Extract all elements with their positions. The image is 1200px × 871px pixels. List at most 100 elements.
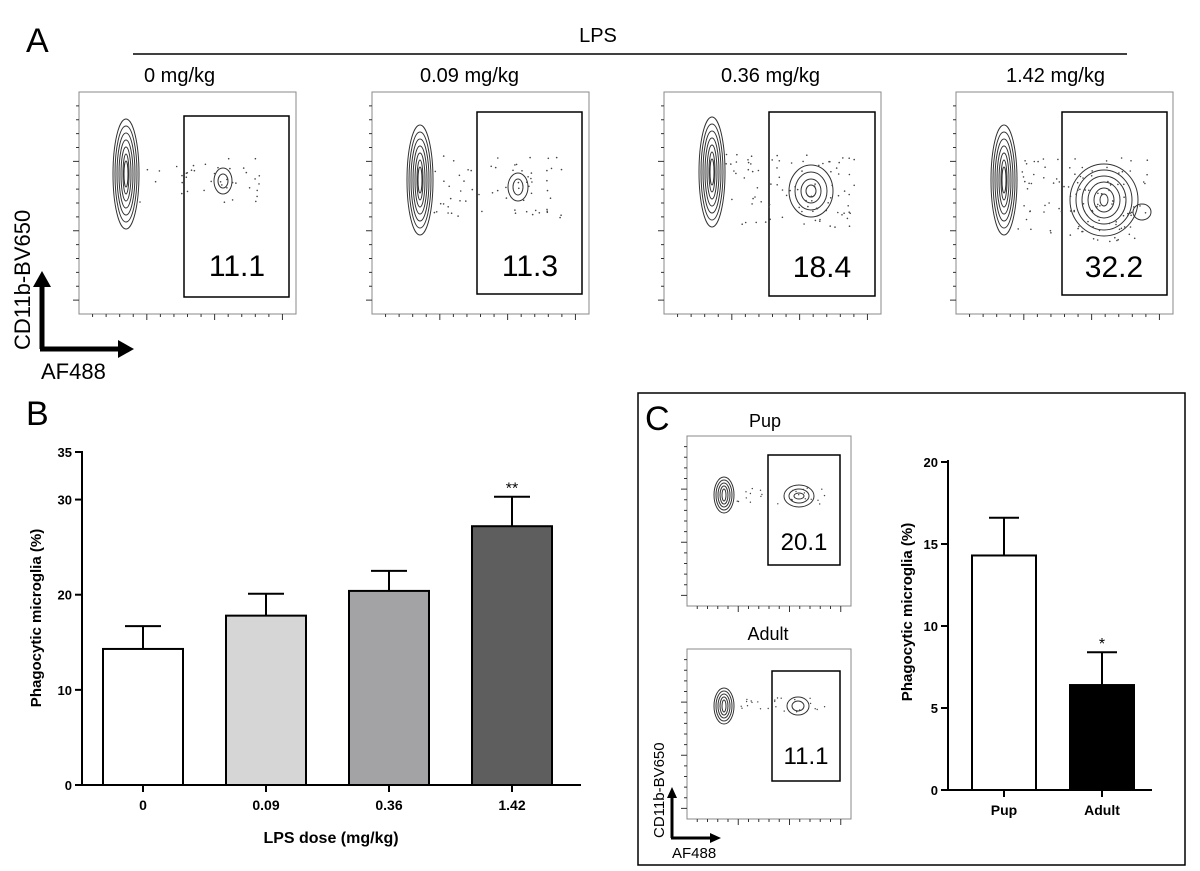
event-dot [139,201,141,203]
event-dot [781,216,784,219]
event-dot [1029,210,1031,213]
event-dot [1109,184,1112,186]
event-dot [790,162,793,164]
y-tick-label: 5 [931,701,938,716]
event-dot [219,181,222,183]
event-dot [531,181,533,183]
event-dot [1120,157,1123,159]
event-dot [256,189,259,192]
event-dot [181,174,183,177]
event-dot [1025,218,1028,221]
event-dot [235,182,237,184]
event-dot [1022,176,1025,178]
event-dot [505,186,507,189]
event-dot [843,212,845,214]
event-dot [830,170,832,173]
event-dot [559,216,561,219]
flow-plot-0mgkg: 0 mg/kg 11.1 [78,65,297,315]
event-dot [1023,205,1025,207]
event-dot [514,164,516,166]
event-dot [733,170,735,172]
event-dot [744,221,747,224]
event-dot [1146,173,1148,176]
event-dot [812,210,814,213]
event-dot [843,190,846,192]
event-dot [749,492,752,495]
event-dot [760,495,762,498]
event-dot [497,157,499,159]
y-axis-label: Phagocytic microglia (%) [899,523,916,701]
event-dot [1024,160,1026,162]
event-dot [829,225,831,227]
event-dot [1030,228,1032,231]
pup-plot-title: Pup [749,411,781,431]
event-dot [1082,177,1084,179]
y-tick-label: 10 [924,619,938,634]
panel-c-frame [637,392,1186,866]
event-dot [813,185,816,187]
event-dot [439,202,442,205]
event-dot [768,203,771,206]
event-dot [547,157,550,160]
event-dot [465,200,467,202]
event-dot [1117,238,1119,241]
event-dot [741,223,743,225]
event-dot [795,711,798,713]
event-dot [1127,212,1129,215]
event-dot [505,197,508,199]
event-dot [841,214,843,216]
event-dot [794,698,796,701]
flow-plot-036mgkg: 0.36 mg/kg 18.4 [663,65,882,315]
event-dot [747,161,750,164]
event-dot [1081,166,1084,169]
event-dot [527,176,529,178]
event-dot [1091,170,1093,172]
event-dot [774,700,776,703]
event-dot [811,200,813,202]
event-dot [814,708,816,710]
event-dot [1139,205,1141,207]
event-dot [185,172,188,174]
event-dot [796,188,799,191]
panel-c-letter: C [645,400,670,438]
event-dot [775,706,777,708]
y-tick-label: 20 [58,588,72,603]
event-dot [1028,182,1030,185]
event-dot [248,187,251,189]
event-dot [814,183,816,185]
event-dot [1074,173,1076,175]
event-dot [458,174,461,177]
y-axis-label: Phagocytic microglia (%) [28,529,45,707]
event-dot [452,160,455,162]
event-dot [1122,214,1125,217]
event-dot [478,193,480,196]
event-dot [1130,160,1132,162]
event-dot [471,188,474,191]
event-dot [1033,173,1035,176]
event-dot [1129,170,1132,172]
event-dot [745,491,747,493]
event-dot [534,209,537,212]
gated-population-contour [1069,163,1139,237]
gate-value-0: 11.1 [209,250,265,283]
event-dot [1074,158,1076,160]
event-dot [767,707,769,710]
event-dot [1115,221,1117,223]
event-dot [801,170,803,172]
event-dot [791,498,793,501]
event-dot [185,176,188,178]
event-dot [848,193,850,196]
negative-population-contour [112,118,140,230]
event-dot [815,207,818,210]
panel-c-axis-indicator: CD11b-BV650 AF488 [651,742,721,862]
event-dot [807,205,809,208]
event-dot [1120,227,1123,230]
event-dot [750,163,752,165]
event-dot [494,166,497,169]
event-dot [831,184,833,187]
y-tick-label: 35 [58,445,72,460]
event-dot [806,154,808,156]
event-dot [1026,188,1029,190]
event-dot [245,171,248,174]
event-dot [848,173,851,176]
